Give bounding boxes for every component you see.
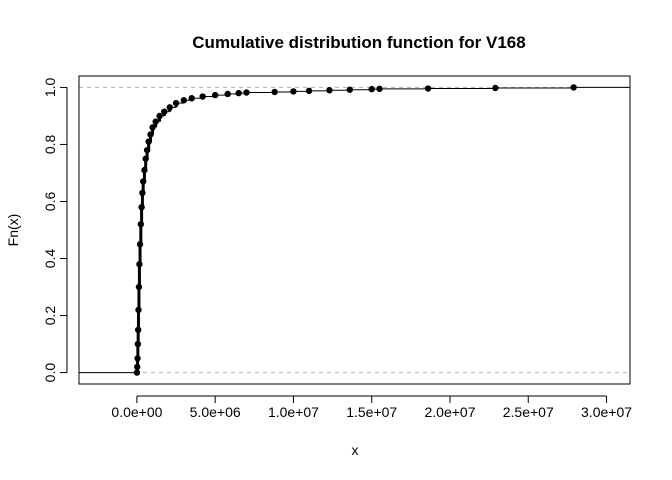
x-tick-label: 0.0e+00 bbox=[111, 404, 162, 420]
chart-title: Cumulative distribution function for V16… bbox=[192, 33, 525, 52]
data-point bbox=[135, 306, 142, 314]
data-point bbox=[134, 363, 141, 371]
x-tick-label: 1.5e+07 bbox=[346, 404, 397, 420]
data-point bbox=[188, 95, 195, 102]
y-axis: 0.0 0.2 0.4 0.6 0.8 1.0 bbox=[42, 77, 68, 383]
y-tick-label: 1.0 bbox=[42, 77, 58, 97]
data-point bbox=[134, 355, 141, 362]
data-point bbox=[243, 89, 250, 96]
data-point bbox=[147, 131, 154, 138]
data-point bbox=[139, 178, 147, 185]
x-tick-label: 5.0e+06 bbox=[190, 404, 241, 420]
data-point bbox=[156, 112, 163, 120]
y-tick-label: 0.6 bbox=[42, 192, 58, 212]
data-point bbox=[235, 89, 242, 97]
data-point bbox=[161, 108, 168, 115]
data-point bbox=[271, 88, 278, 96]
data-points bbox=[133, 84, 577, 376]
data-point bbox=[137, 221, 145, 228]
y-axis-label: Fn(x) bbox=[5, 214, 21, 247]
data-point bbox=[142, 155, 149, 162]
data-point bbox=[143, 146, 151, 154]
data-point bbox=[180, 97, 188, 104]
data-point bbox=[136, 261, 143, 268]
x-tick-label: 2.5e+07 bbox=[503, 404, 554, 420]
data-point bbox=[145, 138, 152, 145]
data-point bbox=[211, 91, 219, 99]
x-axis: 0.0e+00 5.0e+06 1.0e+07 1.5e+07 2.0e+07 2.5e+… bbox=[111, 395, 632, 420]
data-point bbox=[290, 88, 297, 95]
plot-frame bbox=[78, 75, 631, 385]
data-point bbox=[172, 99, 180, 107]
data-point bbox=[166, 104, 173, 111]
data-point bbox=[139, 189, 146, 197]
data-point bbox=[136, 241, 144, 248]
data-point bbox=[141, 166, 148, 174]
reference-lines bbox=[79, 86, 630, 374]
data-point bbox=[134, 326, 142, 334]
data-point bbox=[134, 340, 142, 348]
data-point bbox=[199, 93, 206, 100]
data-point bbox=[492, 84, 499, 92]
x-tick-label: 3.0e+07 bbox=[581, 404, 632, 420]
y-tick-label: 0.8 bbox=[42, 135, 58, 155]
x-tick-label: 1.0e+07 bbox=[268, 404, 319, 420]
y-tick-label: 0.0 bbox=[42, 363, 58, 383]
data-point bbox=[376, 85, 383, 93]
data-point bbox=[424, 85, 432, 92]
x-tick-label: 2.0e+07 bbox=[424, 404, 475, 420]
data-point bbox=[152, 118, 159, 125]
data-point bbox=[305, 87, 313, 95]
y-tick-label: 0.2 bbox=[42, 306, 58, 326]
data-point bbox=[224, 90, 231, 98]
data-point bbox=[346, 86, 354, 93]
y-tick-label: 0.4 bbox=[42, 249, 58, 269]
data-point bbox=[138, 203, 145, 211]
data-point bbox=[149, 124, 156, 131]
data-point bbox=[326, 87, 333, 94]
data-point bbox=[570, 84, 577, 91]
data-point bbox=[368, 85, 375, 93]
data-point bbox=[133, 369, 141, 376]
data-point bbox=[135, 283, 143, 291]
x-axis-label: x bbox=[352, 442, 359, 458]
ecdf-steps bbox=[79, 86, 630, 374]
